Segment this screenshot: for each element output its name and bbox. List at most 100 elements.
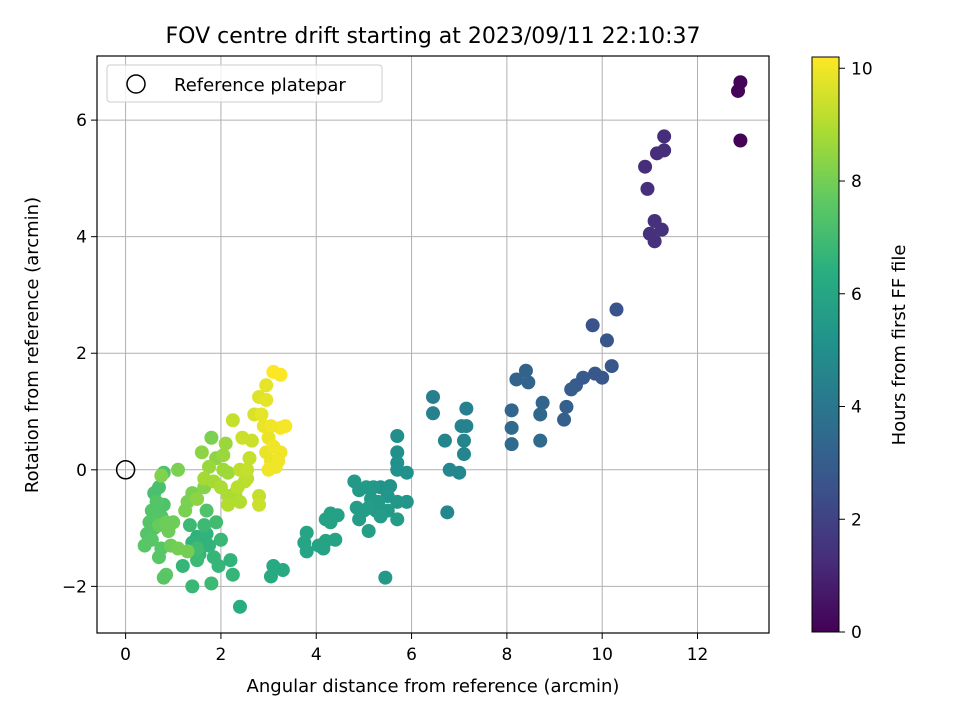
data-point: [731, 83, 746, 98]
data-point: [638, 159, 653, 174]
data-point: [426, 389, 440, 404]
data-point: [361, 524, 376, 539]
data-point: [266, 439, 281, 454]
data-point: [299, 544, 314, 559]
data-point: [316, 541, 331, 556]
x-tick-label: 12: [687, 645, 709, 665]
data-point: [204, 576, 219, 591]
x-tick-label: 10: [591, 645, 613, 665]
data-point: [390, 445, 405, 460]
x-tick-label: 0: [120, 645, 131, 665]
data-point: [456, 433, 471, 448]
data-point: [352, 483, 367, 498]
data-point: [273, 367, 288, 382]
data-point: [521, 375, 536, 390]
data-point: [209, 515, 224, 530]
colorbar-tick-label: 6: [851, 285, 862, 305]
data-point: [182, 518, 197, 533]
x-axis-ticks: 0 2 4 6 8 10 12: [120, 633, 708, 665]
data-point: [218, 436, 233, 451]
data-point: [221, 465, 236, 480]
data-point: [204, 430, 219, 445]
data-point: [190, 553, 205, 568]
data-point: [604, 359, 619, 374]
colorbar-tick-label: 8: [851, 172, 862, 192]
data-point: [657, 129, 672, 144]
data-point: [564, 382, 579, 397]
data-point: [254, 407, 269, 422]
data-point: [640, 181, 655, 196]
data-point: [378, 570, 393, 585]
colorbar-tick-label: 10: [851, 59, 873, 79]
data-point: [259, 378, 274, 393]
data-point: [557, 412, 572, 427]
data-point: [199, 503, 214, 518]
data-point: [595, 370, 610, 385]
data-point: [452, 465, 467, 480]
x-tick-label: 2: [216, 645, 227, 665]
data-point: [399, 465, 414, 480]
y-axis-ticks: −2 0 2 4 6: [62, 111, 97, 597]
data-point: [533, 433, 548, 448]
data-point: [504, 420, 519, 435]
chart-title: FOV centre drift starting at 2023/09/11 …: [166, 24, 701, 49]
data-point: [654, 222, 669, 237]
data-point: [180, 544, 195, 559]
data-point: [213, 532, 228, 547]
data-point: [373, 509, 388, 524]
data-point: [225, 567, 240, 582]
data-point: [609, 302, 624, 317]
colorbar-tick-label: 2: [851, 510, 862, 530]
data-point: [242, 451, 257, 466]
plot-frame: [96, 55, 770, 634]
colorbar-gradient: [811, 56, 840, 633]
legend-label: Reference platepar: [174, 75, 346, 96]
data-point: [144, 532, 159, 547]
data-point: [559, 399, 574, 414]
y-tick-label: −2: [62, 577, 87, 597]
data-point: [426, 406, 440, 421]
colorbar-tick-label: 0: [851, 623, 862, 643]
data-point: [390, 429, 405, 444]
data-point: [352, 512, 367, 527]
legend-box: [106, 64, 383, 103]
data-point: [221, 497, 236, 512]
data-points: [137, 75, 748, 614]
x-axis-label: Angular distance from reference (arcmin): [247, 676, 620, 697]
x-tick-label: 6: [406, 645, 417, 665]
data-point: [216, 448, 231, 463]
y-tick-label: 0: [76, 461, 87, 481]
data-point: [171, 462, 186, 477]
y-axis-label: Rotation from reference (arcmin): [22, 197, 43, 493]
y-tick-label: 2: [76, 344, 87, 364]
data-point: [390, 512, 405, 527]
x-tick-label: 4: [311, 645, 322, 665]
y-tick-label: 6: [76, 111, 87, 131]
data-point: [533, 407, 548, 422]
colorbar-ticks: 0 2 4 6 8 10: [839, 59, 873, 643]
data-point: [275, 563, 290, 578]
data-point: [599, 333, 614, 348]
legend: Reference platepar: [106, 64, 383, 103]
data-point: [154, 468, 169, 483]
data-point: [518, 363, 533, 378]
data-point: [190, 491, 205, 506]
data-point: [240, 462, 255, 477]
legend-marker-icon: [126, 74, 146, 94]
data-point: [509, 372, 524, 387]
data-point: [194, 445, 209, 460]
data-point: [225, 413, 240, 428]
x-tick-label: 8: [501, 645, 512, 665]
data-point: [211, 558, 226, 573]
data-point: [244, 433, 259, 448]
data-point: [156, 570, 171, 585]
data-point: [230, 480, 245, 495]
y-tick-label: 4: [76, 228, 87, 248]
data-point: [440, 505, 455, 520]
data-point: [535, 395, 550, 410]
colorbar: 0 2 4 6 8 10 Hours from first FF file: [811, 56, 910, 643]
data-point: [278, 419, 293, 434]
data-point: [151, 550, 166, 565]
data-point: [504, 403, 519, 418]
